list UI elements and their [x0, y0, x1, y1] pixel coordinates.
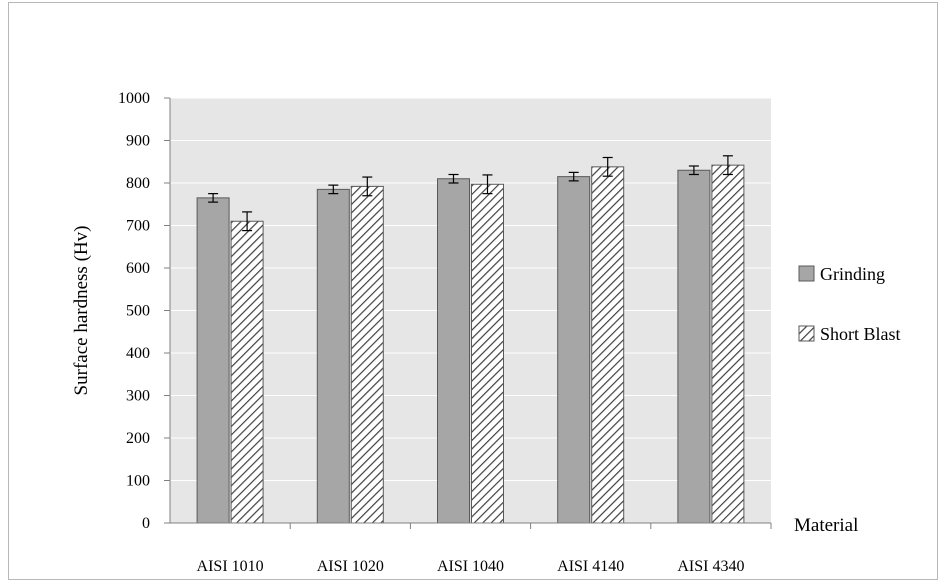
y-tick-label: 500: [126, 303, 150, 320]
gridlines: [170, 97, 771, 481]
y-tick-label: 100: [126, 473, 150, 490]
legend-swatch-short-blast: [798, 325, 815, 342]
bar-short-blast: [591, 166, 625, 524]
tick-labels: 0 100 200 300 400 500 600 700 800 900 1000 AISI 101…: [118, 90, 744, 575]
bar-grinding: [557, 176, 591, 524]
bars: [196, 155, 745, 524]
bar-short-blast: [350, 185, 384, 524]
y-tick-label: 700: [126, 218, 150, 235]
x-axis-title: Material: [794, 515, 858, 536]
bar-chart: 0 100 200 300 400 500 600 700 800 900 1000 AISI 101…: [71, 90, 901, 575]
y-tick-label: 900: [126, 133, 150, 150]
legend-label-short-blast: Short Blast: [820, 324, 901, 344]
x-tick-label: AISI 1020: [317, 558, 384, 575]
y-tick-label: 300: [126, 388, 150, 405]
x-tick-label: AISI 4340: [677, 558, 744, 575]
legend: Grinding Short Blast: [798, 264, 901, 344]
bar-grinding: [677, 169, 711, 524]
bar-short-blast: [711, 164, 745, 524]
x-tick-label: AISI 1040: [437, 558, 504, 575]
chart-frame: 0 100 200 300 400 500 600 700 800 900 1000 AISI 101…: [8, 2, 938, 580]
y-tick-label: 600: [126, 260, 150, 277]
bar-short-blast: [471, 183, 504, 524]
bar-grinding: [196, 197, 230, 524]
y-tick-label: 200: [126, 430, 150, 447]
legend-label-grinding: Grinding: [820, 264, 885, 284]
x-tick-label: AISI 4140: [557, 558, 624, 575]
axes: [164, 97, 772, 529]
legend-swatch-grinding: [798, 265, 815, 282]
y-tick-label: 1000: [118, 90, 150, 107]
y-tick-label: 400: [126, 345, 150, 362]
bar-grinding: [316, 188, 350, 524]
y-tick-label: 0: [142, 515, 150, 532]
y-tick-label: 800: [126, 175, 150, 192]
y-axis-title: Surface hardness (Hv): [71, 226, 92, 396]
bar-grinding: [437, 178, 470, 524]
bar-short-blast: [230, 220, 264, 524]
x-tick-label: AISI 1010: [197, 558, 264, 575]
